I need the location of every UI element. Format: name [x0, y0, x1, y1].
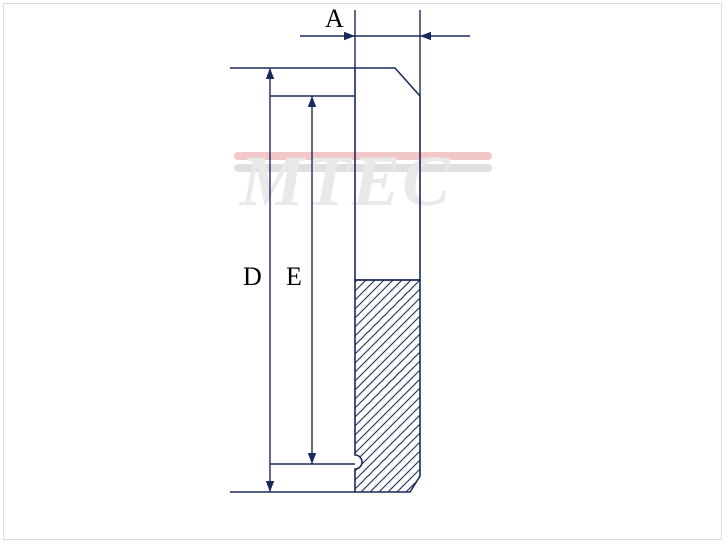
diagram-stage: MTEC A D E — [0, 0, 725, 543]
image-frame — [3, 3, 722, 540]
